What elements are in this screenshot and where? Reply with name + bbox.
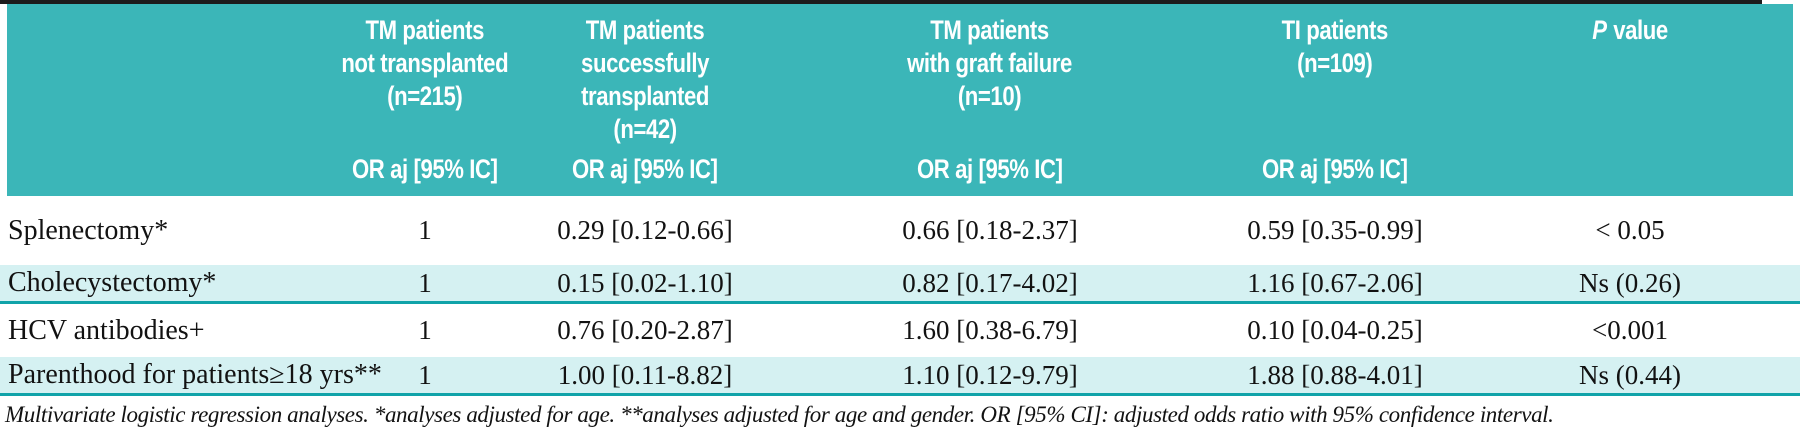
cell-or-successfully-transplanted: 0.29 [0.12-0.66] <box>557 215 733 245</box>
table-row-parenthood: Parenthood for patients≥18 yrs** 1 1.00 … <box>0 357 1800 396</box>
header-cell-tm-not-transplanted: TM patients not transplanted (n=215) OR … <box>330 4 520 196</box>
cell-or-ti-patients: 0.59 [0.35-0.99] <box>1247 215 1423 245</box>
table-row-cholecystectomy: Cholecystectomy* 1 0.15 [0.02-1.10] 0.82… <box>0 265 1800 304</box>
cell-p-value: Ns (0.26) <box>1579 267 1681 298</box>
column-title: TM patients not transplanted (n=215) <box>341 15 509 111</box>
row-label: Parenthood for patients≥18 yrs** <box>8 359 382 390</box>
table-header-row: TM patients not transplanted (n=215) OR … <box>0 4 1800 196</box>
header-cell-ti-patients: TI patients (n=109) OR aj [95% IC] <box>1210 4 1460 196</box>
header-cell-empty <box>0 4 330 196</box>
column-title: TI patients (n=109) <box>1281 15 1389 78</box>
cell-or-successfully-transplanted: 1.00 [0.11-8.82] <box>557 359 733 390</box>
column-measure-label: OR aj [95% IC] <box>917 154 1063 184</box>
header-cell-tm-graft-failure: TM patients with graft failure (n=10) OR… <box>770 4 1210 196</box>
row-label: Cholecystectomy* <box>8 267 217 298</box>
p-value-word: value <box>1613 15 1668 45</box>
cell-or-not-transplanted: 1 <box>418 215 432 245</box>
cell-p-value: Ns (0.44) <box>1579 359 1681 390</box>
cell-or-graft-failure: 1.10 [0.12-9.79] <box>902 359 1078 390</box>
p-value-italic-p: P <box>1592 15 1607 45</box>
column-measure-label: OR aj [95% IC] <box>572 154 718 184</box>
cell-or-not-transplanted: 1 <box>418 315 432 345</box>
row-label: Splenectomy* <box>8 214 169 246</box>
table-row-splenectomy: Splenectomy* 1 0.29 [0.12-0.66] 0.66 [0.… <box>0 196 1800 265</box>
cell-or-ti-patients: 1.16 [0.67-2.06] <box>1247 267 1423 298</box>
table-top-rule <box>0 0 1762 4</box>
cell-or-graft-failure: 0.66 [0.18-2.37] <box>902 215 1078 245</box>
table-row-hcv-antibodies: HCV antibodies+ 1 0.76 [0.20-2.87] 1.60 … <box>0 304 1800 357</box>
cell-or-successfully-transplanted: 0.76 [0.20-2.87] <box>557 315 733 345</box>
table-header-background <box>7 4 1793 196</box>
cell-or-ti-patients: 0.10 [0.04-0.25] <box>1247 315 1423 345</box>
table-body: Splenectomy* 1 0.29 [0.12-0.66] 0.66 [0.… <box>0 196 1800 396</box>
row-label: HCV antibodies+ <box>8 314 205 346</box>
column-measure-label: OR aj [95% IC] <box>1262 154 1408 184</box>
cell-or-not-transplanted: 1 <box>418 267 432 298</box>
cell-or-graft-failure: 0.82 [0.17-4.02] <box>902 267 1078 298</box>
column-measure-label: OR aj [95% IC] <box>352 154 498 184</box>
column-title: TM patients with graft failure (n=10) <box>907 15 1073 111</box>
cell-or-successfully-transplanted: 0.15 [0.02-1.10] <box>557 267 733 298</box>
column-title: TM patients successfully transplanted (n… <box>581 15 709 144</box>
cell-p-value: < 0.05 <box>1595 215 1665 245</box>
cell-or-not-transplanted: 1 <box>418 359 432 390</box>
cell-or-graft-failure: 1.60 [0.38-6.79] <box>902 315 1078 345</box>
cell-p-value: <0.001 <box>1592 315 1668 345</box>
table-footnote: Multivariate logistic regression analyse… <box>5 402 1554 427</box>
header-cell-tm-successfully-transplanted: TM patients successfully transplanted (n… <box>520 4 770 196</box>
cell-or-ti-patients: 1.88 [0.88-4.01] <box>1247 359 1423 390</box>
